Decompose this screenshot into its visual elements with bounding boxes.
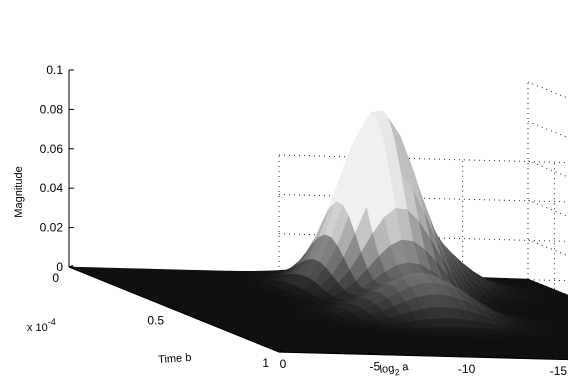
y-tick-mark (68, 265, 74, 268)
x-tick-mark (460, 352, 464, 358)
x-tick-label: -15 (550, 364, 568, 378)
y-tick-mark (278, 350, 284, 353)
x-tick-label: 0 (280, 357, 287, 371)
x-axis-line (278, 351, 568, 361)
x-tick-mark (551, 354, 555, 360)
z-tick-label: 0 (56, 260, 63, 274)
z-tick-label: 0.04 (40, 181, 64, 195)
x-axis-label-subscript: 2 (394, 367, 400, 377)
y-tick-label: 0.5 (147, 314, 164, 328)
y-axis-multiplier-base: x 10 (27, 322, 48, 334)
y-axis-label: Time b (158, 352, 192, 366)
z-tick-label: 0.08 (40, 102, 64, 116)
x-axis-label-main: log (379, 363, 395, 376)
y-axis-multiplier-exponent: -4 (48, 317, 56, 327)
y-tick-label: 1 (262, 356, 269, 370)
z-tick-label: 0.02 (40, 221, 64, 235)
x-axis-label: log2 a (379, 361, 410, 379)
x-tick-mark (276, 347, 280, 353)
y-tick-mark (173, 307, 179, 310)
y-axis-multiplier: x 10-4 (27, 317, 56, 334)
grid-line-z (278, 120, 568, 203)
z-tick-label: 0.06 (40, 142, 64, 156)
surface-patch (564, 323, 568, 326)
x-tick-label: -10 (458, 362, 476, 376)
grid-line-z (278, 81, 568, 164)
z-tick-label: 0.1 (46, 63, 63, 77)
x-tick-mark (368, 350, 372, 355)
x-tick-label: -5 (369, 359, 380, 373)
ticks-layer: 00.020.040.060.080.100.510-5-10-15-20-25 (40, 63, 568, 378)
surface-layer (68, 110, 568, 360)
y-tick-label: 0 (52, 271, 59, 285)
x-axis-label-tail: a (399, 361, 410, 374)
z-axis-label: Magnitude (13, 166, 25, 217)
